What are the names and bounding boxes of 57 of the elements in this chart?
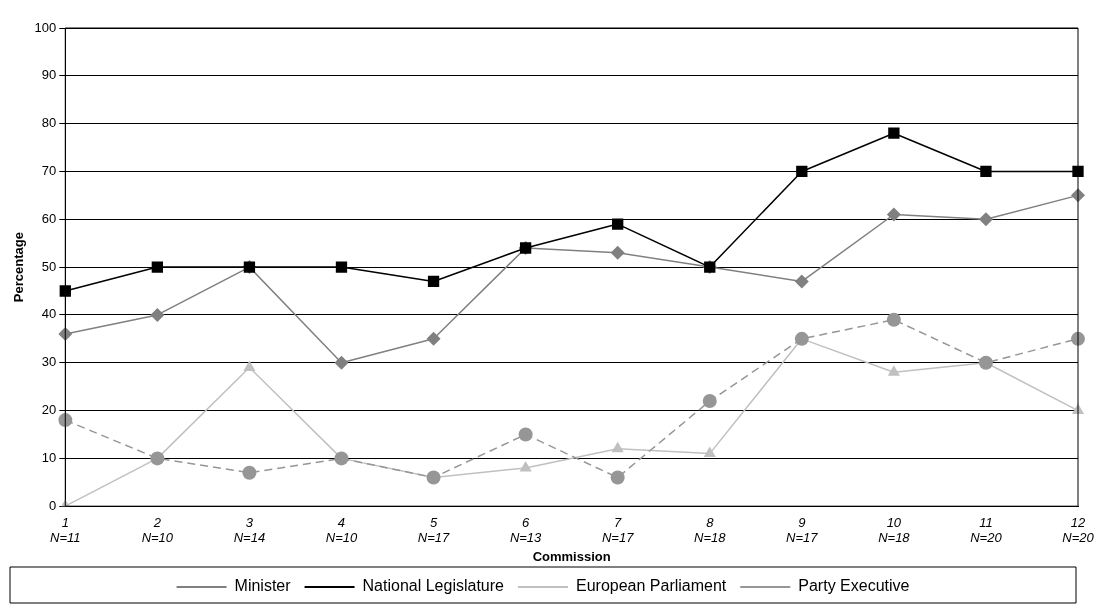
x-tick-label: 12 N=20 (1062, 514, 1095, 546)
point (59, 285, 71, 297)
point (978, 212, 993, 227)
y-tick-label: 70 (41, 163, 57, 179)
point (794, 274, 809, 289)
x-axis-title: Commission (532, 548, 611, 564)
x-tick-label: 11 N=20 (970, 514, 1003, 546)
x-tick-label: 4 N=10 (325, 514, 358, 546)
point (519, 460, 532, 472)
y-axis-title: Percentage (11, 232, 27, 303)
point (980, 165, 992, 178)
y-tick-label: 50 (41, 258, 57, 274)
point (610, 470, 625, 485)
point (150, 451, 165, 466)
point (243, 360, 256, 372)
x-tick-label: 3 N=14 (233, 514, 266, 546)
x-tick-label: 5 N=17 (417, 514, 451, 546)
legend-label: Party Executive (798, 577, 910, 595)
y-tick-label: 60 (41, 210, 57, 226)
y-tick-label: 20 (41, 402, 57, 418)
x-tick-label: 8 N=18 (694, 514, 727, 546)
y-tick-label: 80 (41, 115, 57, 131)
point (796, 165, 808, 178)
x-tick-label: 2 N=10 (141, 514, 174, 546)
point (888, 127, 900, 139)
point (151, 261, 164, 273)
point (426, 331, 441, 346)
y-tick-label: 10 (41, 449, 57, 465)
point (334, 451, 349, 466)
x-tick-label: 6 N=13 (509, 514, 543, 546)
x-tick-label: 1 N=11 (50, 514, 81, 546)
y-tick-label: 30 (41, 354, 57, 370)
point (334, 355, 349, 370)
point (427, 275, 440, 288)
point (335, 261, 348, 273)
y-tick-label: 100 (34, 19, 57, 35)
y-tick-label: 40 (41, 306, 57, 322)
point (886, 207, 901, 222)
x-tick-label: 7 N=17 (601, 514, 635, 546)
point (611, 441, 624, 453)
point (518, 427, 533, 442)
legend-label: Minister (234, 577, 292, 595)
point (150, 307, 165, 322)
point (242, 465, 257, 480)
legend-label: European Parliament (575, 577, 727, 595)
x-tick-label: 9 N=17 (786, 514, 819, 546)
y-tick-label: 0 (49, 497, 57, 513)
point (887, 365, 900, 376)
legend-label: National Legislature (362, 577, 505, 595)
point (886, 312, 901, 327)
x-tick-label: 10 N=18 (878, 514, 911, 546)
point (703, 446, 716, 458)
point (426, 470, 441, 485)
point (702, 394, 717, 408)
point (612, 218, 624, 230)
point (610, 245, 625, 260)
y-tick-label: 90 (41, 67, 57, 83)
